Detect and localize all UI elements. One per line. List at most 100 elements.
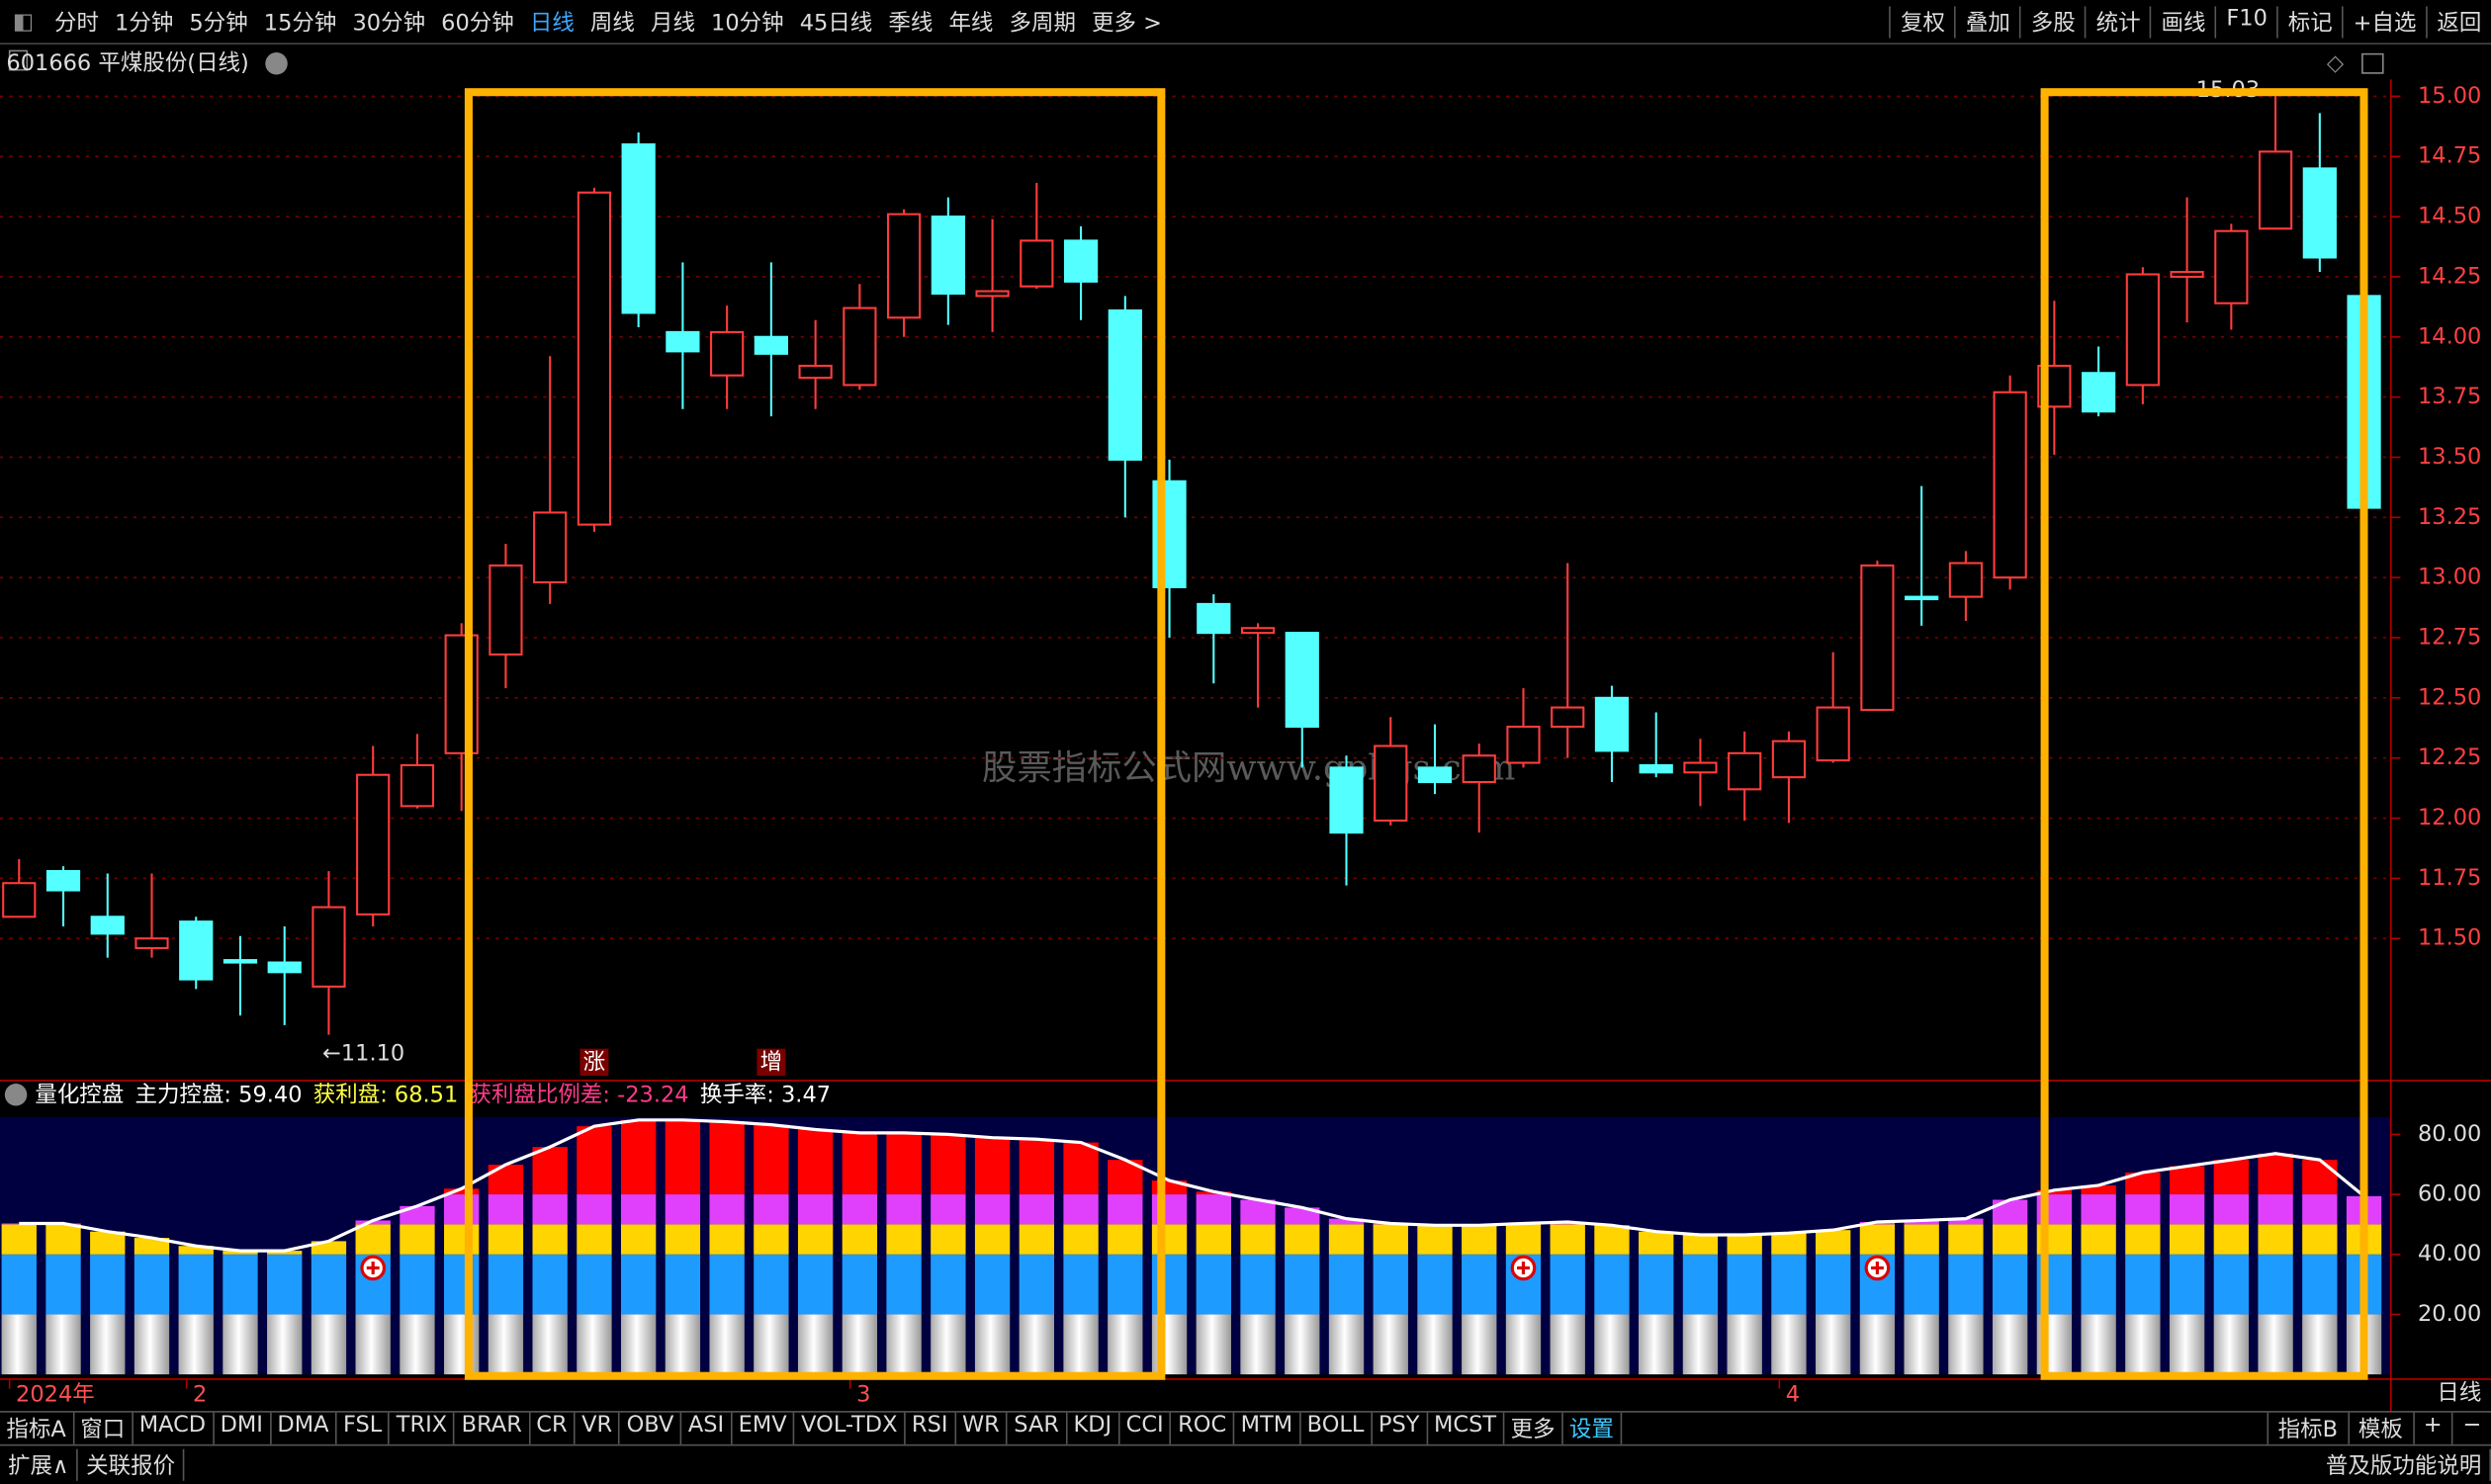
bar-segment xyxy=(1727,1254,1762,1315)
indicator-tab[interactable]: TRIX xyxy=(390,1412,456,1444)
indicator-tab[interactable]: 窗口 xyxy=(74,1412,133,1444)
bar-segment xyxy=(1550,1254,1585,1315)
bar-segment xyxy=(1240,1314,1276,1375)
indicator-tab[interactable]: ASI xyxy=(681,1412,733,1444)
bar-segment xyxy=(1417,1314,1453,1375)
period-button[interactable]: 周线 xyxy=(589,10,635,37)
tool-button[interactable]: 画线 xyxy=(2150,5,2215,38)
indicator-tab[interactable]: RSI xyxy=(906,1412,956,1444)
bar-segment xyxy=(931,1224,966,1255)
indicator-tab[interactable]: ROC xyxy=(1172,1412,1235,1444)
icon[interactable]: ◇ xyxy=(2327,50,2345,76)
indicator-tab[interactable]: SAR xyxy=(1008,1412,1068,1444)
icon[interactable] xyxy=(2361,52,2384,74)
period-button[interactable]: 多周期 xyxy=(1009,10,1076,37)
tab-button[interactable]: 模板 xyxy=(2347,1412,2413,1444)
indicator-tab[interactable]: BRAR xyxy=(455,1412,530,1444)
bar-segment xyxy=(178,1254,214,1315)
bar-segment xyxy=(797,1129,834,1195)
bar-segment xyxy=(931,1254,966,1315)
indicator-tab[interactable]: CR xyxy=(530,1412,576,1444)
bar-segment xyxy=(2169,1314,2205,1375)
indicator-tab[interactable]: WR xyxy=(956,1412,1008,1444)
dropdown-icon[interactable] xyxy=(4,1084,28,1106)
bar-segment xyxy=(1196,1194,1231,1225)
indicator-tab[interactable]: FSL xyxy=(337,1412,391,1444)
bar-segment xyxy=(1240,1254,1276,1315)
bar-segment xyxy=(974,1137,1011,1195)
signal-icon xyxy=(1517,1262,1530,1274)
y-tick-label: 11.50 xyxy=(2418,925,2481,951)
indicator-tab[interactable]: 更多 xyxy=(1504,1412,1563,1444)
bar-segment xyxy=(1019,1139,1054,1195)
tool-button[interactable]: +自选 xyxy=(2342,5,2426,38)
indicator-tab[interactable]: BOLL xyxy=(1300,1412,1373,1444)
indicator-tab[interactable]: 设置 xyxy=(1563,1412,1623,1444)
indicator-tab[interactable]: MACD xyxy=(133,1412,215,1444)
bar-segment xyxy=(1462,1225,1497,1255)
tool-button[interactable]: F10 xyxy=(2215,5,2276,38)
bar-segment xyxy=(1285,1314,1320,1375)
indicator-tab[interactable]: KDJ xyxy=(1067,1412,1120,1444)
period-button[interactable]: 10分钟 xyxy=(711,10,784,37)
status-button[interactable]: 扩展∧ xyxy=(0,1448,79,1481)
indicator-tab[interactable]: MCST xyxy=(1428,1412,1505,1444)
period-button[interactable]: 45日线 xyxy=(799,10,873,37)
bar-segment xyxy=(1417,1225,1453,1255)
bar-segment xyxy=(133,1238,170,1255)
period-button[interactable]: 季线 xyxy=(888,10,934,37)
bar-segment xyxy=(1992,1224,2028,1255)
indicator-tab[interactable]: VR xyxy=(576,1412,621,1444)
period-button[interactable]: 月线 xyxy=(650,10,695,37)
y-tick-label: 14.25 xyxy=(2418,263,2481,289)
indicator-tab[interactable]: VOL-TDX xyxy=(795,1412,906,1444)
period-button[interactable]: 5分钟 xyxy=(189,10,248,37)
candle-body xyxy=(1816,706,1850,762)
icon[interactable]: ◧ xyxy=(12,8,35,35)
tool-button[interactable]: 复权 xyxy=(1889,5,1955,38)
period-button[interactable]: 1分钟 xyxy=(115,10,174,37)
status-button[interactable]: 普及版功能说明 xyxy=(2318,1448,2491,1481)
period-button[interactable]: 更多 > xyxy=(1092,10,1163,37)
bar-segment xyxy=(1328,1218,1365,1225)
candle-body xyxy=(798,364,833,380)
bar-segment xyxy=(1373,1254,1408,1315)
bar-segment xyxy=(178,1314,214,1375)
tool-button[interactable]: 多股 xyxy=(2019,5,2086,38)
indicator-tab[interactable]: PSY xyxy=(1372,1412,1428,1444)
indicator-tab[interactable]: 指标A xyxy=(0,1412,74,1444)
tool-button[interactable]: 统计 xyxy=(2085,5,2150,38)
dropdown-icon[interactable] xyxy=(265,52,288,75)
bar-segment xyxy=(931,1314,966,1375)
indicator-tab[interactable]: DMI xyxy=(214,1412,271,1444)
bar-segment xyxy=(1904,1314,1939,1375)
indicator-tab[interactable]: EMV xyxy=(732,1412,795,1444)
y-tick-label: 12.25 xyxy=(2418,744,2481,770)
indicator-tab[interactable]: DMA xyxy=(271,1412,337,1444)
period-button[interactable]: 60分钟 xyxy=(441,10,514,37)
bar-segment xyxy=(90,1254,126,1315)
bar-segment xyxy=(620,1194,657,1225)
candle-body xyxy=(710,330,745,377)
status-button[interactable]: 关联报价 xyxy=(78,1448,185,1481)
tab-button[interactable]: 指标B xyxy=(2267,1412,2347,1444)
candle-body xyxy=(1551,706,1585,729)
indicator-tab[interactable]: CCI xyxy=(1119,1412,1172,1444)
y-tick-label: 60.00 xyxy=(2418,1181,2481,1207)
candle-body xyxy=(1905,595,1939,601)
bar-segment xyxy=(1816,1254,1851,1315)
tool-button[interactable]: 标记 xyxy=(2276,5,2343,38)
tool-button[interactable]: 返回 xyxy=(2426,5,2491,38)
period-button[interactable]: 30分钟 xyxy=(352,10,426,37)
period-button[interactable]: 分时 xyxy=(53,10,99,37)
tool-button[interactable]: 叠加 xyxy=(1954,5,2020,38)
period-button[interactable]: 年线 xyxy=(948,10,994,37)
indicator-tab[interactable]: OBV xyxy=(620,1412,682,1444)
period-button[interactable]: 15分钟 xyxy=(263,10,337,37)
indicator-title: 量化控盘 xyxy=(35,1082,124,1107)
indicator-tab[interactable]: MTM xyxy=(1234,1412,1301,1444)
tab-button[interactable]: + xyxy=(2412,1412,2452,1444)
period-button[interactable]: 日线 xyxy=(529,10,575,37)
tab-button[interactable]: − xyxy=(2451,1412,2491,1444)
